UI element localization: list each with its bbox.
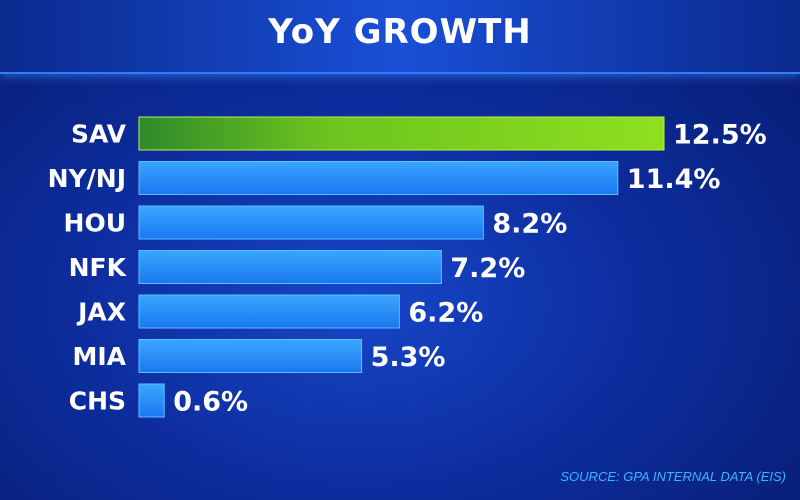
bar — [138, 161, 619, 195]
bar — [138, 116, 665, 151]
bar — [138, 383, 165, 418]
category-label: CHS — [69, 387, 126, 416]
value-label: 0.6% — [173, 387, 248, 418]
bar — [138, 339, 363, 373]
value-label: 11.4% — [627, 164, 721, 195]
value-label: 5.3% — [371, 342, 446, 373]
bar — [138, 250, 442, 284]
value-label: 8.2% — [492, 209, 567, 240]
value-label: 12.5% — [673, 120, 767, 151]
value-label: 7.2% — [450, 253, 525, 284]
bar — [138, 294, 400, 329]
chart-title: YoY GROWTH — [268, 12, 532, 52]
source-note: SOURCE: GPA INTERNAL DATA (EIS) — [560, 469, 786, 484]
title-band — [0, 0, 800, 74]
bar — [138, 205, 484, 240]
category-label: NFK — [69, 253, 128, 282]
category-label: MIA — [72, 342, 126, 371]
category-label: JAX — [76, 298, 126, 327]
category-label: NY/NJ — [48, 164, 126, 193]
category-label: HOU — [64, 209, 126, 238]
category-label: SAV — [71, 120, 127, 149]
value-label: 6.2% — [408, 298, 483, 329]
